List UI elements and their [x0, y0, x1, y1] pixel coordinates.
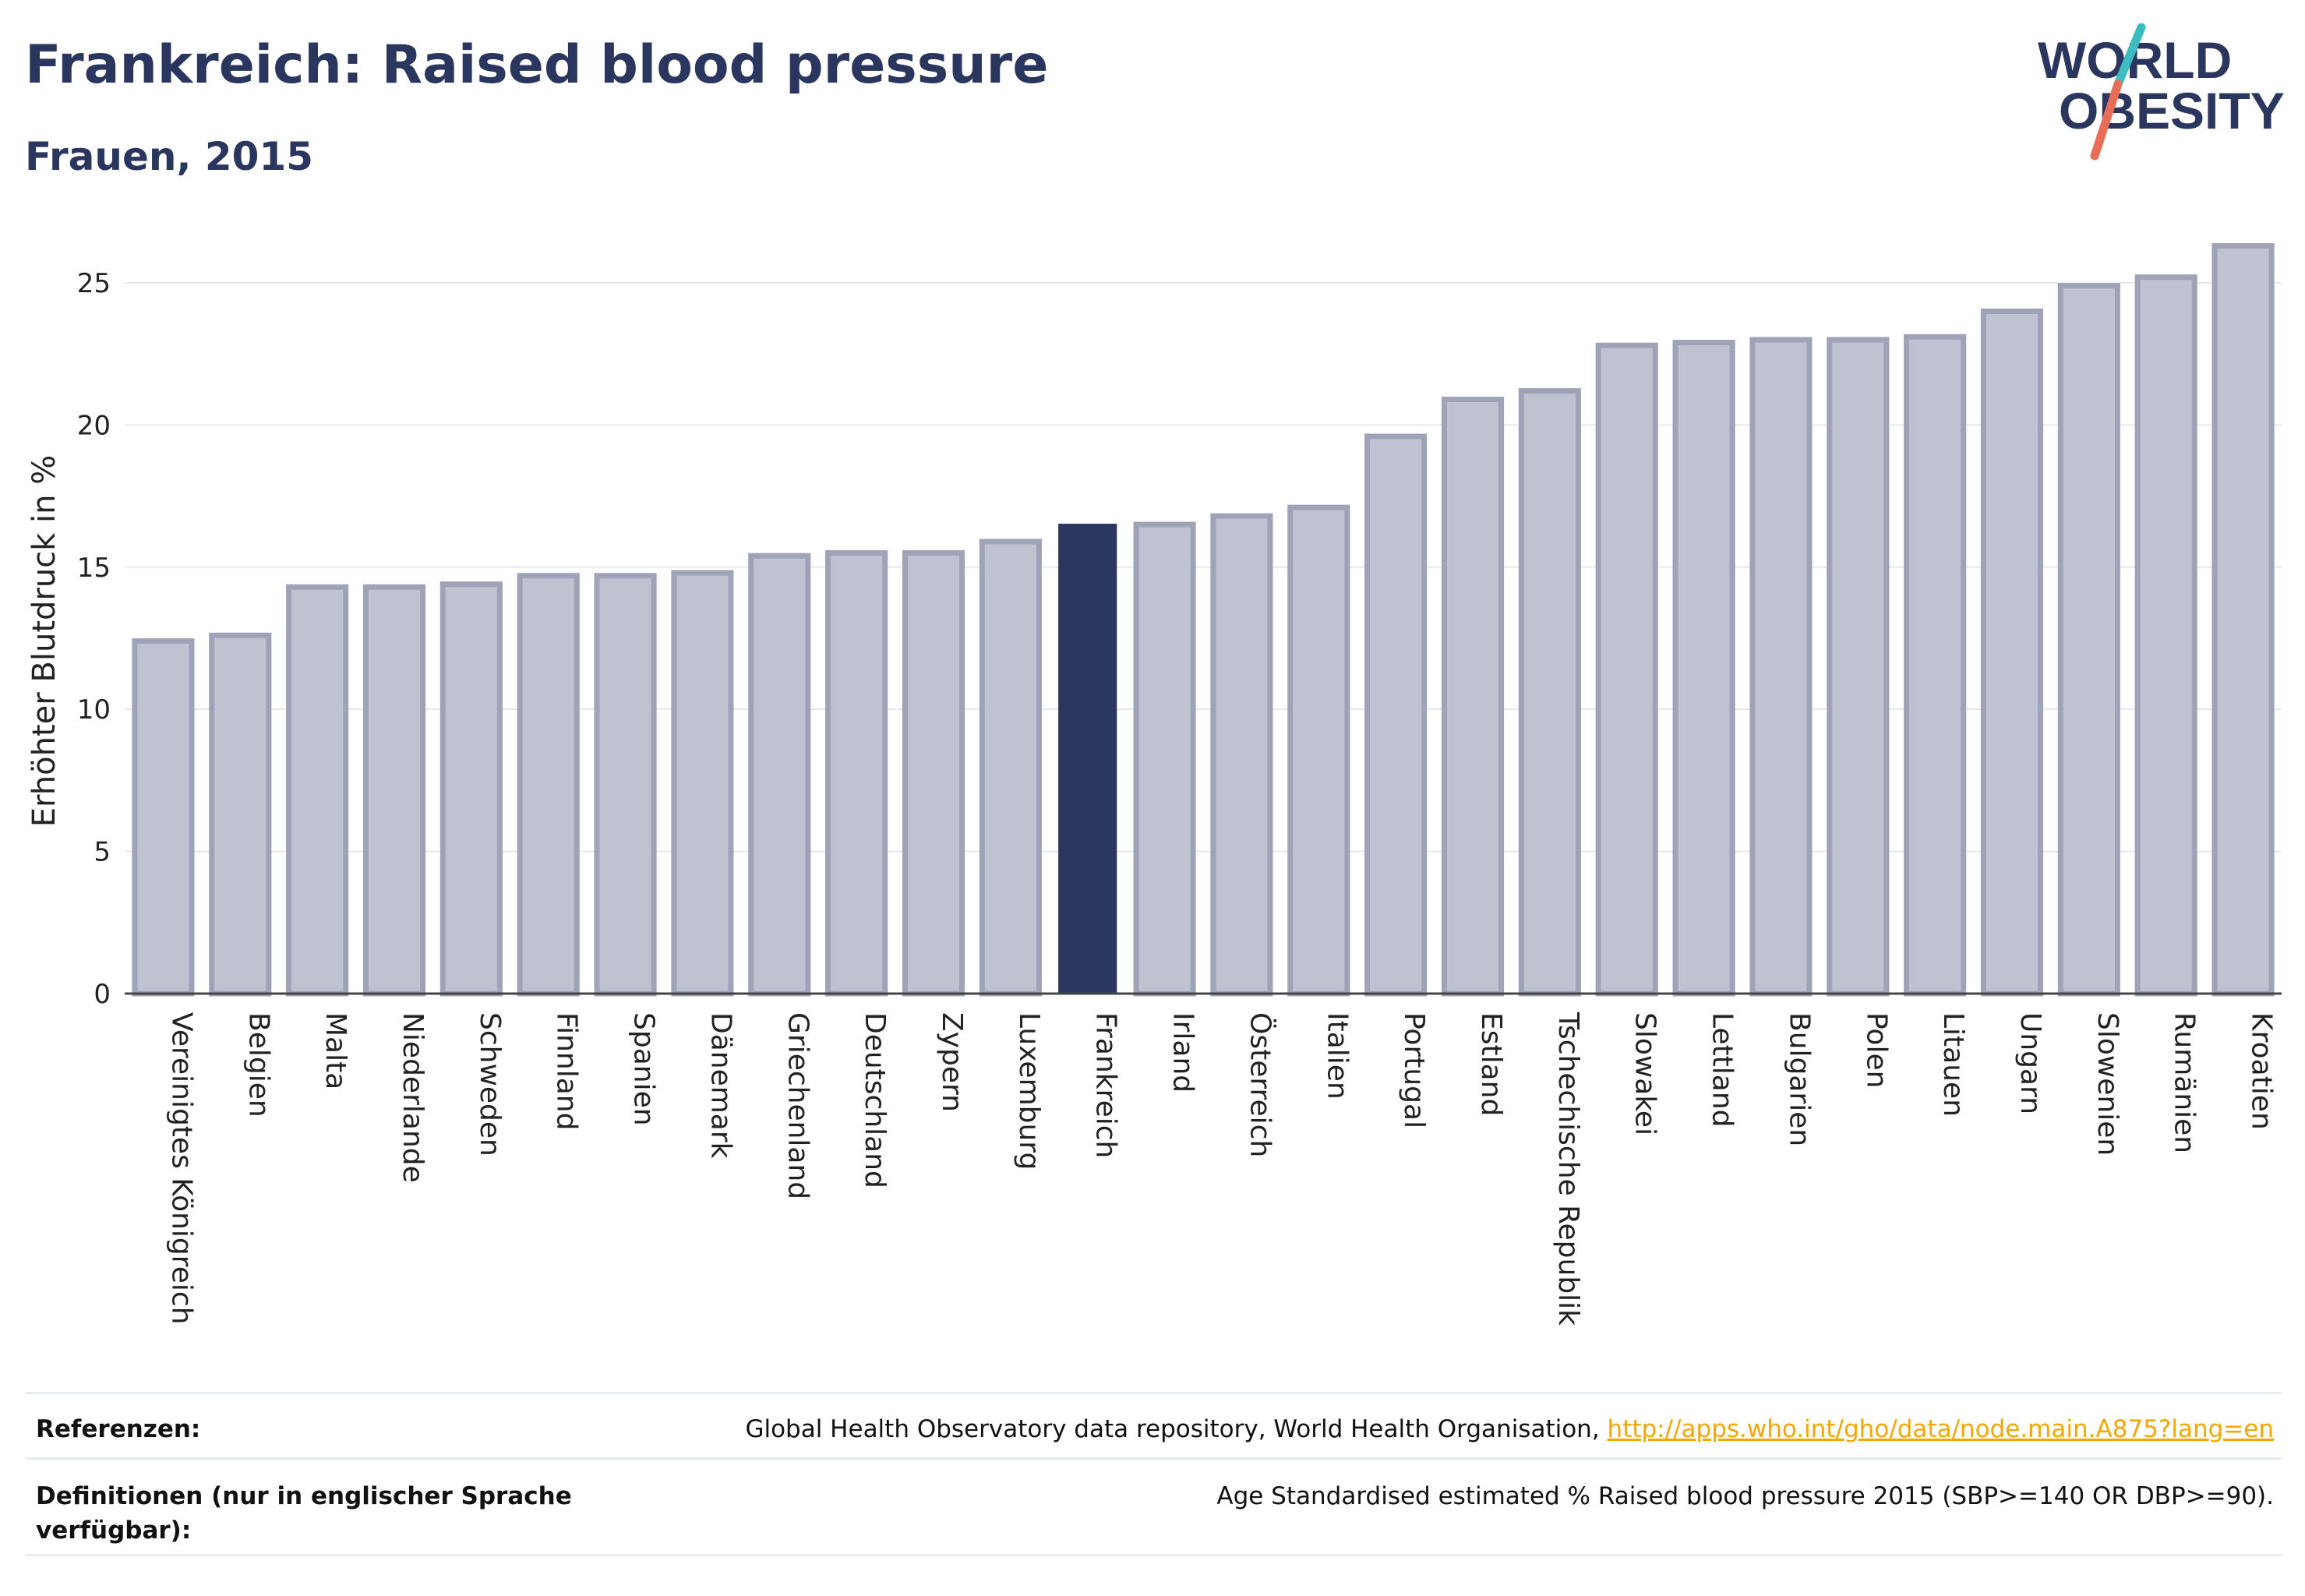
- x-tick-label: Frankreich: [1090, 1012, 1122, 1158]
- world-obesity-logo: WORLD OBESITY: [2038, 23, 2285, 161]
- y-tick-label: 0: [94, 979, 111, 1010]
- x-tick-label: Irland: [1167, 1012, 1199, 1093]
- bar: [362, 584, 426, 997]
- references-source: Global Health Observatory data repositor…: [745, 1415, 1608, 1443]
- logo-slash-teal: [2113, 23, 2146, 89]
- x-tick-label: Luxemburg: [1013, 1012, 1045, 1170]
- y-axis-ticks: 0 5 10 15 20 25: [77, 268, 111, 1010]
- bar: [209, 632, 272, 997]
- bar: [2211, 243, 2275, 997]
- y-tick-label: 5: [94, 837, 111, 868]
- bar: [1210, 513, 1273, 997]
- bar: [439, 581, 503, 997]
- chart-title: Frankreich: Raised blood pressure: [25, 34, 1049, 96]
- x-tick-label: Malta: [319, 1012, 351, 1089]
- x-tick-label: Polen: [1860, 1012, 1892, 1088]
- x-tick-label: Dänemark: [704, 1012, 736, 1159]
- bar: [286, 584, 349, 997]
- x-tick-label: Zypern: [936, 1012, 968, 1112]
- x-tick-label: Niederlande: [397, 1012, 429, 1183]
- bar: [1672, 340, 1735, 997]
- bars: [132, 243, 2275, 997]
- bar: [2057, 283, 2120, 997]
- bar: [1364, 433, 1428, 997]
- y-tick-label: 10: [77, 694, 111, 726]
- x-tick-label: Rumänien: [2169, 1012, 2201, 1153]
- bar: [517, 573, 580, 997]
- x-tick-label: Litauen: [1937, 1012, 1969, 1117]
- x-tick-label: Deutschland: [859, 1012, 891, 1188]
- bar-chart: 0 5 10 15 20 25 Vereinigtes Königreich Belgien…: [26, 243, 2282, 1326]
- chart-subtitle: Frauen, 2015: [25, 134, 314, 179]
- references-link[interactable]: http://apps.who.int/gho/data/node.main.A…: [1607, 1415, 2274, 1443]
- x-tick-label: Ungarn: [2014, 1012, 2046, 1114]
- y-tick-label: 25: [77, 268, 111, 299]
- bar: [671, 570, 734, 997]
- logo-slash-coral: [2090, 79, 2123, 161]
- x-tick-label: Bulgarien: [1783, 1012, 1815, 1146]
- x-tick-label: Vereinigtes Königreich: [165, 1012, 197, 1325]
- bar: [748, 553, 811, 997]
- logo-word-obesity: OBESITY: [2059, 82, 2285, 139]
- bar: [1749, 337, 1813, 997]
- bar: [132, 638, 195, 997]
- bar-highlighted: [1058, 524, 1117, 994]
- bar: [1441, 397, 1505, 997]
- x-tick-label: Schweden: [474, 1012, 506, 1156]
- x-tick-label: Spanien: [628, 1012, 660, 1126]
- bar: [902, 550, 965, 997]
- bar: [1518, 388, 1581, 997]
- bar: [1827, 337, 1890, 997]
- footer-divider-bottom: [25, 1554, 2282, 1556]
- x-tick-label: Belgien: [242, 1012, 274, 1118]
- bar: [1904, 334, 1967, 997]
- y-tick-label: 15: [77, 553, 111, 584]
- x-tick-label: Griechenland: [782, 1012, 814, 1199]
- bar: [1133, 521, 1196, 997]
- y-axis-title: Erhöhter Blutdruck in %: [26, 455, 62, 827]
- bar: [1287, 504, 1350, 997]
- references-label: Referenzen:: [36, 1415, 201, 1443]
- references-text: Global Health Observatory data repositor…: [745, 1415, 2274, 1443]
- x-tick-label: Slowenien: [2091, 1012, 2123, 1156]
- bar: [825, 550, 888, 997]
- x-tick-label: Lettland: [1707, 1012, 1738, 1128]
- x-tick-label: Finnland: [551, 1012, 583, 1130]
- x-tick-label: Tschechische Republik: [1552, 1012, 1584, 1326]
- x-tick-label: Estland: [1475, 1012, 1507, 1116]
- bar: [979, 538, 1042, 997]
- footer-divider-top: [25, 1392, 2282, 1394]
- definitions-label: Definitionen (nur in englischer Sprache …: [36, 1482, 572, 1545]
- x-tick-label: Portugal: [1398, 1012, 1430, 1128]
- footer-divider-middle: [25, 1457, 2282, 1460]
- x-tick-label: Kroatien: [2246, 1012, 2278, 1130]
- definitions-text: Age Standardised estimated % Raised bloo…: [1216, 1482, 2274, 1510]
- bar: [2134, 274, 2197, 997]
- bar: [1980, 308, 2044, 997]
- x-tick-label: Italien: [1321, 1012, 1353, 1100]
- x-axis-labels: Vereinigtes Königreich Belgien Malta Nieder…: [165, 1012, 2277, 1326]
- x-tick-label: Slowakei: [1629, 1012, 1661, 1135]
- bar: [1595, 342, 1658, 997]
- bar: [594, 573, 657, 997]
- x-tick-label: Österreich: [1244, 1012, 1276, 1157]
- y-tick-label: 20: [77, 410, 111, 441]
